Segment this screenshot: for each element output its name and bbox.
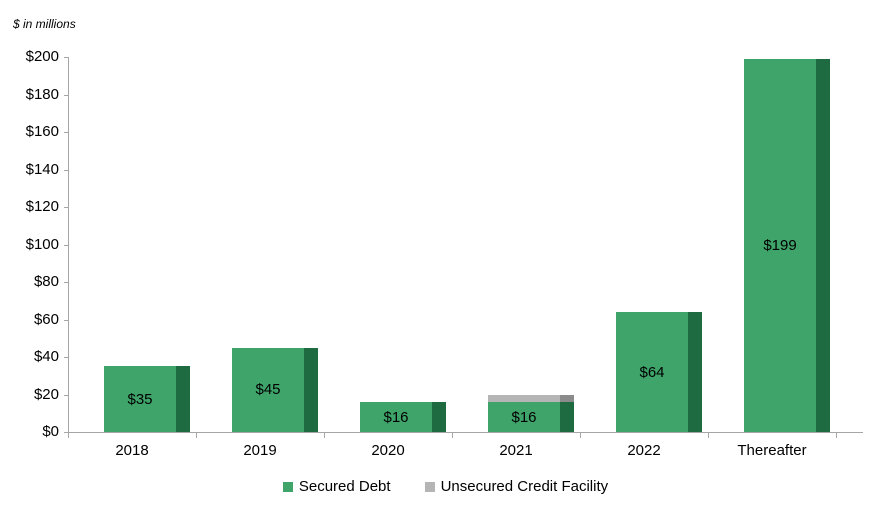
legend-swatch-icon — [424, 481, 435, 492]
x-tick-label: 2019 — [243, 442, 277, 459]
y-axis-tick — [64, 132, 68, 133]
y-tick-label: $140 — [25, 160, 59, 178]
bar-segment-secured — [104, 366, 176, 432]
x-tick-label: 2022 — [627, 442, 661, 459]
y-tick-label: $60 — [33, 310, 59, 328]
bar-segment-unsecured — [488, 394, 560, 402]
legend: Secured Debt Unsecured Credit Facility — [0, 478, 891, 495]
bar-value-label: $16 — [511, 408, 537, 426]
bar-value-label: $199 — [763, 236, 797, 254]
legend-label: Unsecured Credit Facility — [440, 478, 609, 495]
y-axis-tick — [64, 244, 68, 246]
bar-segment-secured-edge — [304, 347, 318, 432]
bar-value-label: $35 — [127, 390, 153, 408]
bar-segment-secured — [232, 347, 304, 432]
x-axis-tick — [452, 433, 453, 438]
bar-value-label: $64 — [639, 363, 665, 381]
bar-value-label: $45 — [255, 381, 281, 399]
x-tick-label: 2021 — [499, 442, 533, 459]
legend-swatch-icon — [282, 481, 293, 492]
x-axis-tick — [196, 433, 197, 438]
y-tick-label: $180 — [25, 85, 59, 103]
y-tick-label: $100 — [25, 235, 59, 253]
y-axis-tick — [64, 94, 68, 96]
y-axis-tick — [64, 169, 68, 171]
y-axis-tick — [64, 394, 68, 396]
x-axis-line — [68, 432, 863, 433]
y-axis-line — [68, 57, 69, 432]
unit-note: $ in millions — [13, 17, 76, 31]
bar-segment-secured — [616, 312, 688, 432]
bar-value-label: $16 — [383, 408, 409, 426]
x-axis-tick — [708, 433, 709, 438]
y-tick-label: $0 — [42, 423, 59, 440]
bar-segment-secured — [744, 58, 816, 432]
x-tick-label: Thereafter — [737, 442, 807, 459]
y-tick-label: $120 — [25, 198, 59, 215]
y-axis-tick — [64, 319, 68, 321]
bar-segment-secured — [360, 402, 432, 432]
x-axis-tick — [68, 433, 69, 438]
y-tick-label: $20 — [33, 385, 59, 403]
y-tick-label: $80 — [33, 273, 59, 290]
y-axis-tick — [64, 282, 68, 283]
y-tick-label: $200 — [25, 48, 59, 65]
y-axis-tick — [64, 432, 68, 433]
bar-segment-secured-edge — [560, 402, 574, 432]
legend-label: Secured Debt — [298, 478, 391, 495]
y-tick-label: $160 — [25, 123, 59, 140]
x-axis-tick — [324, 433, 325, 438]
bar-segment-secured-edge — [176, 366, 190, 432]
bar-segment-secured — [488, 402, 560, 432]
bar-segment-secured-edge — [816, 58, 830, 432]
legend-item-unsecured-credit-facility: Unsecured Credit Facility — [424, 478, 609, 495]
x-tick-label: 2018 — [115, 442, 149, 459]
bar-segment-secured-edge — [432, 402, 446, 432]
bar-segment-secured-edge — [688, 312, 702, 432]
x-axis-tick — [580, 433, 581, 438]
y-axis-tick — [64, 207, 68, 208]
y-tick-label: $40 — [33, 348, 59, 365]
bar-segment-unsecured-edge — [560, 394, 574, 402]
legend-item-secured-debt: Secured Debt — [282, 478, 391, 495]
y-axis-tick — [64, 57, 68, 58]
y-axis-tick — [64, 357, 68, 358]
x-axis-tick — [836, 433, 837, 438]
x-tick-label: 2020 — [371, 442, 405, 459]
